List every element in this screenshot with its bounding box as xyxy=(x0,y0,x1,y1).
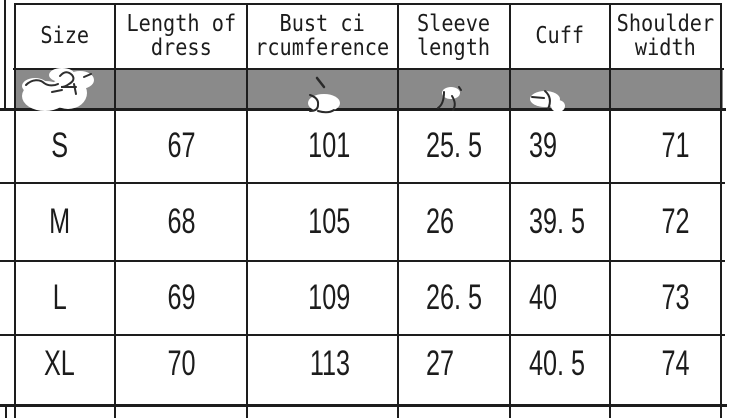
cell-xl-shoulder-value: 74 xyxy=(661,344,690,383)
cell-xl-length-value: 70 xyxy=(166,344,196,383)
cell-m-sleeve: 26 xyxy=(400,184,534,260)
cell-l-size-value: L xyxy=(52,278,67,317)
left-gutter-line xyxy=(4,0,6,110)
header-shoulder-width-label: Shoulder width xyxy=(616,10,715,61)
cell-m-sleeve-value: 26 xyxy=(426,202,455,241)
cell-xl-cuff-value: 40. 5 xyxy=(529,344,586,383)
header-shoulder-width: Shoulder width xyxy=(612,5,719,66)
cell-s-sleeve-value: 25. 5 xyxy=(426,126,483,165)
cell-l-sleeve: 26. 5 xyxy=(400,262,534,334)
cell-l-size: L xyxy=(16,262,113,334)
left-gutter-line-stub xyxy=(5,404,7,418)
cell-l-length: 69 xyxy=(117,262,245,334)
cell-m-bust: 105 xyxy=(249,184,396,260)
header-cuff: Cuff xyxy=(512,5,608,66)
cell-s-bust: 101 xyxy=(249,110,396,182)
cell-xl-bust: 113 xyxy=(249,334,396,394)
row-line-xl-bottom xyxy=(0,404,727,407)
header-cuff-label: Cuff xyxy=(535,22,585,49)
cell-xl-bust-value: 113 xyxy=(309,344,350,383)
watermark-band xyxy=(14,69,723,109)
cell-s-sleeve: 25. 5 xyxy=(400,110,534,182)
table-left-border xyxy=(14,3,16,418)
cell-l-length-value: 69 xyxy=(166,278,196,317)
header-length-of-dress: Length of dress xyxy=(117,5,245,66)
col-line-1 xyxy=(114,3,116,418)
cell-s-shoulder: 71 xyxy=(612,110,719,182)
cell-s-length: 67 xyxy=(117,110,245,182)
header-size-label: Size xyxy=(40,22,89,49)
header-sleeve-length: Sleeve length xyxy=(400,5,508,66)
cell-l-bust: 109 xyxy=(249,262,396,334)
cell-xl-size-value: XL xyxy=(44,344,75,383)
cell-l-cuff: 40 xyxy=(512,262,625,334)
col-line-5 xyxy=(609,3,611,418)
cell-l-shoulder: 73 xyxy=(612,262,719,334)
cell-s-cuff-value: 39 xyxy=(529,126,558,165)
cell-s-cuff: 39 xyxy=(512,110,625,182)
cell-s-shoulder-value: 71 xyxy=(661,126,690,165)
row-line-m-l xyxy=(0,260,725,262)
header-bust-circumference: Bust ci rcumference xyxy=(249,5,396,66)
header-length-of-dress-label: Length of dress xyxy=(126,10,236,61)
cell-xl-length: 70 xyxy=(117,334,245,394)
cell-xl-sleeve-value: 27 xyxy=(426,344,455,383)
cell-l-bust-value: 109 xyxy=(308,278,351,317)
cell-s-size-value: S xyxy=(51,126,68,165)
cell-l-shoulder-value: 73 xyxy=(661,278,690,317)
row-line-l-xl xyxy=(0,334,725,336)
cell-s-bust-value: 101 xyxy=(308,126,351,165)
header-bottom-line xyxy=(13,68,724,70)
col-line-2 xyxy=(246,3,248,418)
cell-m-cuff-value: 39. 5 xyxy=(529,202,586,241)
cell-xl-cuff: 40. 5 xyxy=(512,334,625,394)
table-top-border xyxy=(14,3,722,5)
cell-m-length-value: 68 xyxy=(166,202,196,241)
cell-m-size: M xyxy=(16,184,113,260)
band-bottom-line xyxy=(0,108,726,111)
cell-l-sleeve-value: 26. 5 xyxy=(426,278,483,317)
cell-m-cuff: 39. 5 xyxy=(512,184,625,260)
cell-m-size-value: M xyxy=(49,202,70,241)
cell-m-shoulder: 72 xyxy=(612,184,719,260)
cell-xl-sleeve: 27 xyxy=(400,334,534,394)
cell-s-size: S xyxy=(16,110,113,182)
table-right-border xyxy=(720,3,722,418)
cell-l-cuff-value: 40 xyxy=(529,278,558,317)
row-line-s-m xyxy=(0,182,725,184)
col-line-4 xyxy=(509,3,511,418)
cell-xl-shoulder: 74 xyxy=(612,334,719,394)
cell-s-length-value: 67 xyxy=(166,126,196,165)
cell-m-bust-value: 105 xyxy=(308,202,351,241)
header-sleeve-length-label: Sleeve length xyxy=(417,10,491,61)
cell-xl-size: XL xyxy=(16,334,113,394)
cell-m-length: 68 xyxy=(117,184,245,260)
cell-m-shoulder-value: 72 xyxy=(661,202,690,241)
header-bust-circumference-label: Bust ci rcumference xyxy=(255,10,390,61)
header-size: Size xyxy=(16,5,113,66)
col-line-3 xyxy=(397,3,399,418)
